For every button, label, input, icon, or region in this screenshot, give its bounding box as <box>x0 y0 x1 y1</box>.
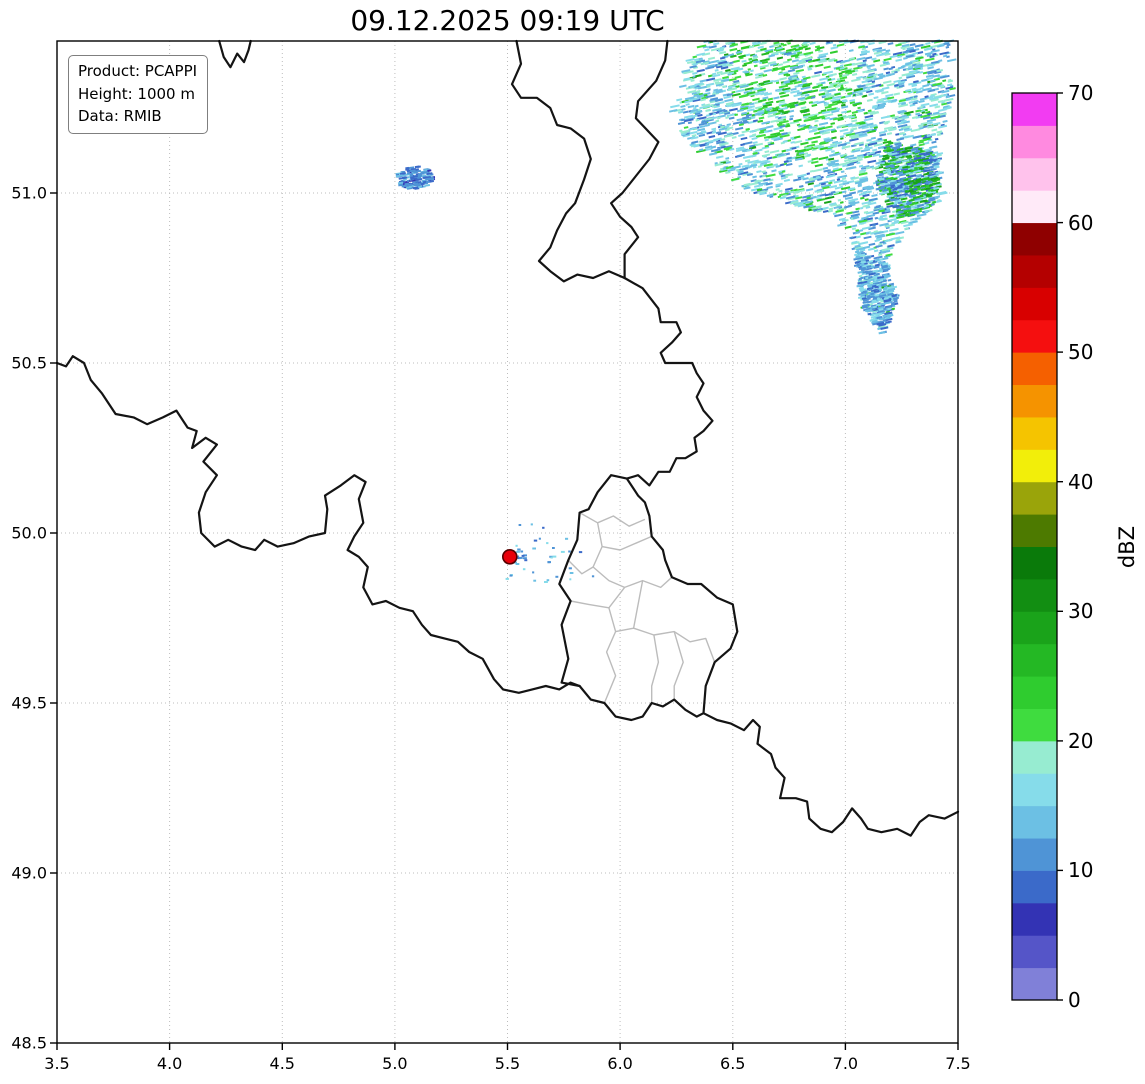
data-source-line: Data: RMIB <box>78 107 162 125</box>
national-borders <box>55 39 960 837</box>
height-line: Height: 1000 m <box>78 84 195 103</box>
colorbar-unit-label: dBZ <box>1115 525 1139 568</box>
radar-site-marker <box>501 548 518 565</box>
colorbar <box>1011 92 1063 1001</box>
district-borders <box>567 511 716 704</box>
product-info-box: Product: PCAPPI Height: 1000 m Data: RMI… <box>68 55 209 134</box>
product-line: Product: PCAPPI <box>78 62 198 80</box>
plot-title: 09.12.2025 09:19 UTC <box>350 4 665 37</box>
axis-tick-marks <box>50 192 959 1050</box>
radar-echoes <box>395 39 957 583</box>
